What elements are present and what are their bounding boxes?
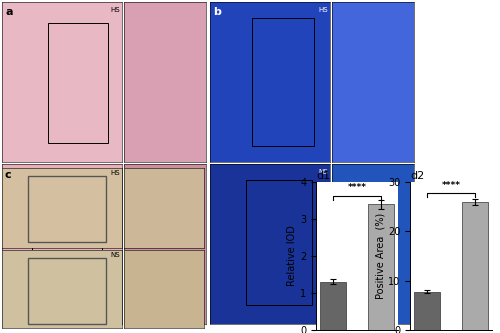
Bar — [462, 202, 488, 330]
Bar — [48, 23, 108, 143]
Text: d1: d1 — [316, 171, 330, 181]
Bar — [246, 180, 312, 305]
Bar — [368, 204, 394, 330]
Text: NS: NS — [110, 169, 120, 175]
Text: HS: HS — [110, 7, 120, 13]
Bar — [252, 18, 314, 146]
Bar — [414, 291, 440, 330]
Bar — [32, 185, 102, 300]
Y-axis label: Relative IOD: Relative IOD — [287, 225, 297, 286]
Bar — [320, 282, 346, 330]
Text: ****: **** — [348, 183, 366, 192]
Text: HS: HS — [110, 170, 120, 176]
Text: NS: NS — [318, 169, 328, 175]
Text: b: b — [214, 7, 222, 17]
Text: NS: NS — [110, 252, 120, 258]
Bar — [28, 176, 106, 242]
Bar — [28, 258, 106, 324]
Text: d2: d2 — [410, 171, 424, 181]
Text: HS: HS — [318, 7, 328, 13]
Y-axis label: Positive Area  (%): Positive Area (%) — [375, 213, 385, 299]
Text: a: a — [6, 7, 13, 17]
Text: c: c — [4, 170, 11, 180]
Text: ****: **** — [442, 181, 460, 190]
